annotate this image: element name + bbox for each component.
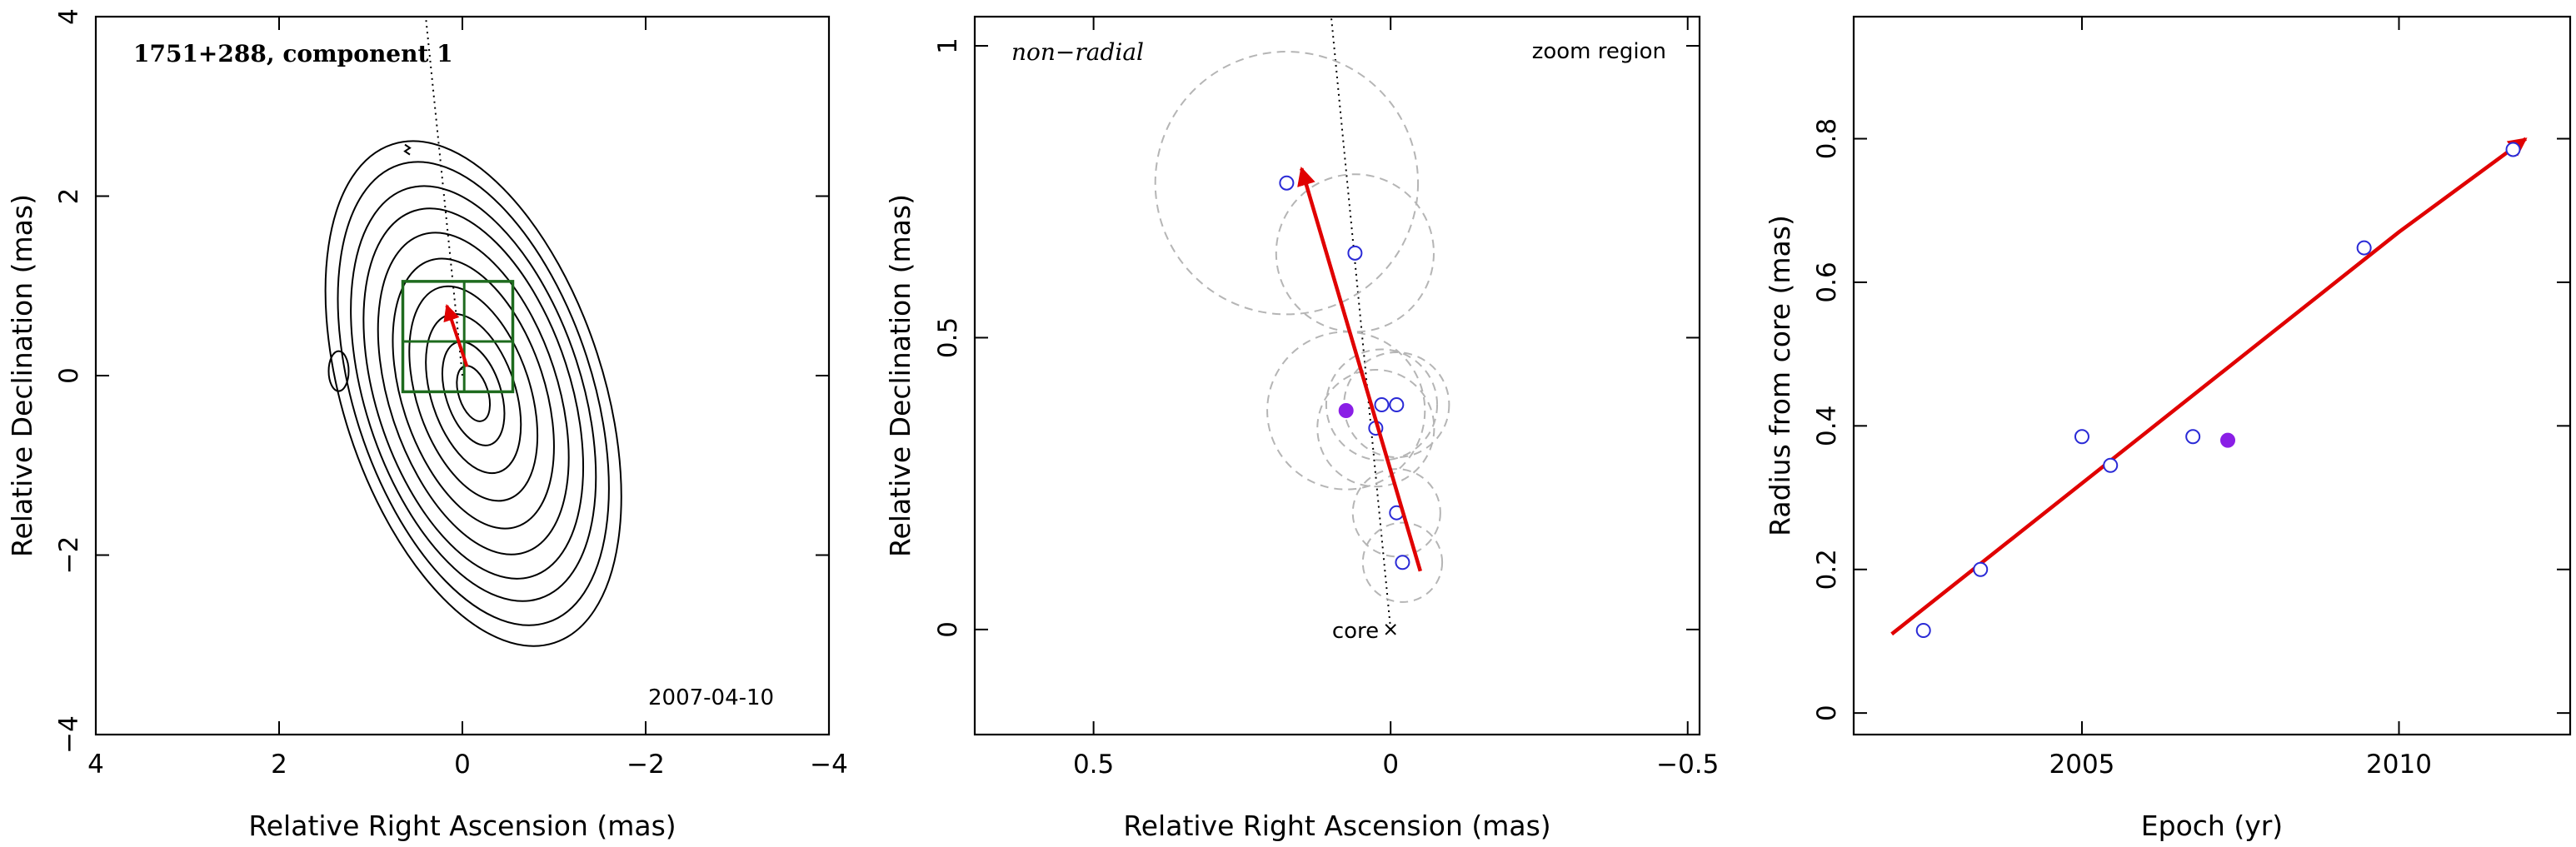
ticks-1: 4 2 0 −2 −4 −4 −2 0 2 4 <box>54 8 848 780</box>
x-axis-label-2: Relative Right Ascension (mas) <box>1123 810 1550 842</box>
y-tick-label-3: 0.4 <box>1812 406 1842 446</box>
component-size-circle <box>1275 173 1435 333</box>
y-tick-label-3: 0.8 <box>1812 118 1842 159</box>
plot-frame-3 <box>1852 15 2572 736</box>
ticks-3: 2005 2010 0 0.2 0.4 0.6 0.8 <box>1812 17 2570 780</box>
x-tick-label-1: −2 <box>627 750 665 780</box>
radial-direction-line <box>425 17 463 376</box>
contour-plot-area <box>324 17 622 647</box>
velocity-vector <box>443 304 469 367</box>
radius-point <box>2356 240 2372 256</box>
y-tick-label-2: 1 <box>933 37 963 54</box>
contour-level <box>350 185 597 602</box>
y-tick-label-2: 0 <box>933 621 963 638</box>
filled-radius-point <box>2220 432 2236 448</box>
panel-contour-map: 4 2 0 −2 −4 −4 −2 0 2 4 1751+288, component 1 200… <box>6 8 848 842</box>
component-size-circle <box>1343 351 1450 459</box>
component-size-circle <box>1266 331 1426 491</box>
component-size-circle <box>1154 51 1420 316</box>
x-tick-label-2: 0 <box>1382 750 1399 780</box>
component-size-circle <box>1351 468 1441 558</box>
y-tick-label-1: 0 <box>54 367 84 384</box>
y-tick-label-3: 0.6 <box>1812 262 1842 302</box>
velocity-vector <box>1297 167 1422 572</box>
contour-level <box>337 161 610 626</box>
x-tick-label-1: 4 <box>87 750 104 780</box>
x-tick-label-3: 2010 <box>2366 750 2432 780</box>
position-point <box>1347 245 1363 261</box>
radius-point <box>1915 623 1931 639</box>
y-tick-label-3: 0 <box>1812 705 1842 721</box>
contour-level <box>408 285 539 502</box>
component-size-circle <box>1361 521 1444 603</box>
radius-point <box>2185 429 2201 445</box>
radius-plot-area <box>1890 137 2528 639</box>
x-tick-label-3: 2005 <box>2049 750 2115 780</box>
core-label: core <box>1332 619 1379 644</box>
x-axis-label-3: Epoch (yr) <box>2141 810 2283 842</box>
fit-vector <box>1890 137 2528 636</box>
radius-point <box>2103 457 2119 473</box>
y-tick-label-2: 0.5 <box>933 317 963 358</box>
x-axis-label-1: Relative Right Ascension (mas) <box>248 810 676 842</box>
contour-level <box>324 140 622 647</box>
x-tick-label-1: −4 <box>810 750 848 780</box>
y-tick-label-1: 4 <box>54 8 84 25</box>
position-point <box>1395 555 1410 570</box>
contour-island <box>327 350 350 392</box>
radius-point <box>1973 561 1989 577</box>
y-tick-label-1: −2 <box>54 536 84 575</box>
component-size-circle <box>1325 348 1439 461</box>
y-tick-label-1: 2 <box>54 188 84 205</box>
contour-level <box>425 312 522 475</box>
plot-frame-2 <box>973 15 1701 736</box>
contour-level <box>362 207 585 580</box>
radius-point <box>2074 429 2089 445</box>
non-radial-annotation: non−radial <box>1011 38 1144 66</box>
x-tick-label-2: 0.5 <box>1073 750 1114 780</box>
y-tick-label-3: 0.2 <box>1812 549 1842 590</box>
filled-position-point <box>1338 403 1354 419</box>
panel-title: 1751+288, component 1 <box>133 40 453 67</box>
panel-zoom-region: core 0.5 0 −0.5 0 0.5 1 non−radial zoom regio… <box>884 15 1719 842</box>
y-axis-label-3: Radius from core (mas) <box>1764 215 1796 536</box>
observation-date: 2007-04-10 <box>648 685 774 710</box>
ticks-2: 0.5 0 −0.5 0 0.5 1 <box>933 17 1719 780</box>
position-point <box>1389 397 1405 413</box>
y-axis-label-1: Relative Declination (mas) <box>6 194 38 557</box>
contour-island-small <box>403 143 412 156</box>
zoom-region-annotation: zoom region <box>1532 39 1666 64</box>
x-tick-label-1: 0 <box>454 750 471 780</box>
panel-radius-vs-epoch: 2005 2010 0 0.2 0.4 0.6 0.8 Epoch (yr) Radius … <box>1764 15 2572 842</box>
core-marker <box>1385 624 1396 635</box>
x-tick-label-2: −0.5 <box>1656 750 1719 780</box>
position-point <box>1279 175 1295 191</box>
radius-point <box>2505 142 2521 157</box>
contour-level <box>392 257 555 530</box>
contour-level <box>456 365 492 422</box>
y-axis-label-2: Relative Declination (mas) <box>884 194 916 557</box>
y-tick-label-1: −4 <box>54 715 84 754</box>
zoom-plot-area: core <box>1154 17 1450 644</box>
position-point <box>1374 397 1390 413</box>
contour-level <box>441 341 506 446</box>
radial-direction-line <box>1330 17 1392 630</box>
contour-level <box>377 232 570 556</box>
component-size-circle <box>1316 368 1435 488</box>
zoom-box <box>401 280 515 394</box>
x-tick-label-1: 2 <box>271 750 287 780</box>
